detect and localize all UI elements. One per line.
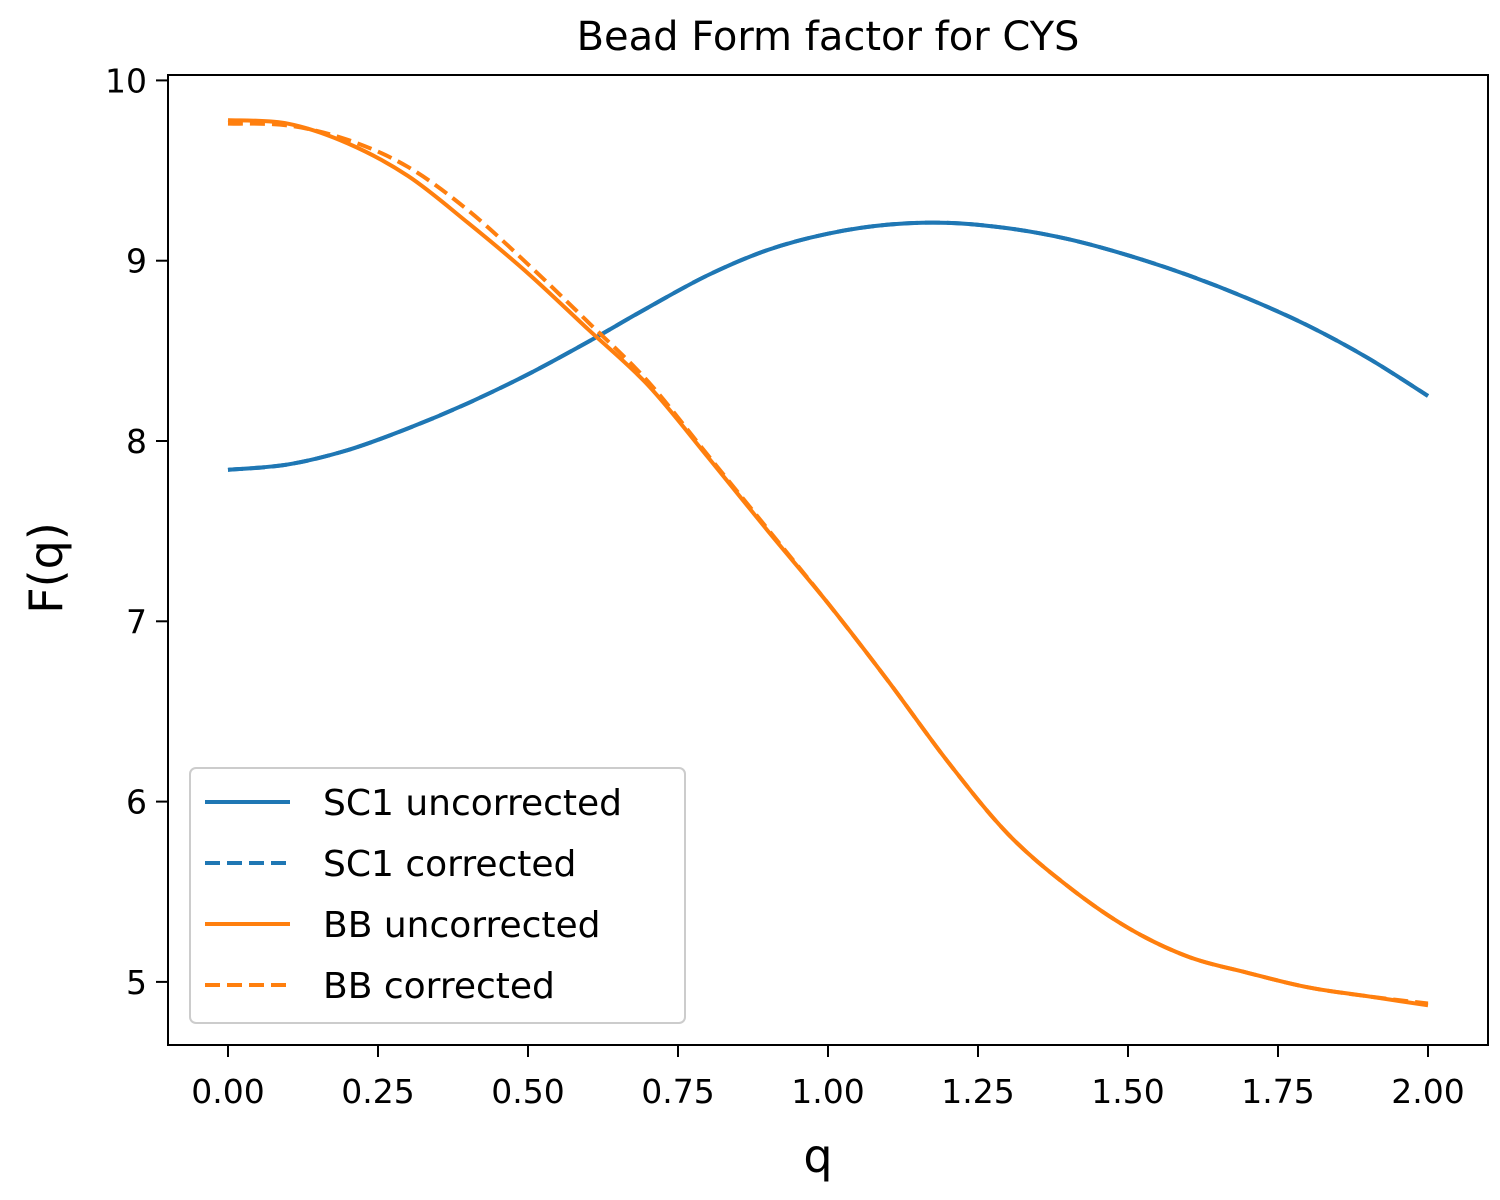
series-line-sc1-corrected [227, 220, 1430, 472]
legend-label-sc1-corrected: SC1 corrected [323, 844, 576, 885]
x-tick-label: 1.25 [941, 1072, 1014, 1111]
chart-title: Bead Form factor for CYS [577, 14, 1080, 60]
series-line-sc1-uncorrected [227, 220, 1430, 472]
x-tick-label: 1.75 [1241, 1072, 1314, 1111]
series-line-bb-corrected [227, 121, 1429, 1006]
x-tick-label: 1.00 [791, 1072, 864, 1111]
y-axis: 5 6 7 8 9 10 [105, 61, 168, 1002]
x-axis: 0.00 0.25 0.50 0.75 1.00 1.25 1.50 1.75 2.00 [191, 1045, 1465, 1111]
x-tick-label: 0.00 [191, 1072, 264, 1111]
x-axis-label: q [803, 1129, 832, 1183]
x-tick-label: 2.00 [1391, 1072, 1464, 1111]
plot-lines [227, 118, 1430, 1008]
y-tick-label: 10 [105, 61, 147, 100]
legend-box [189, 767, 686, 1024]
x-tick-label: 0.50 [491, 1072, 564, 1111]
legend-label-sc1-uncorrected: SC1 uncorrected [323, 783, 622, 824]
legend-label-bb-corrected: BB corrected [323, 966, 555, 1007]
legend: SC1 uncorrected SC1 corrected BB uncorrect… [189, 767, 686, 1024]
y-tick-label: 6 [126, 783, 147, 822]
y-tick-label: 8 [126, 422, 147, 461]
y-tick-label: 7 [126, 602, 147, 641]
y-tick-label: 5 [126, 963, 147, 1002]
x-tick-label: 0.25 [341, 1072, 414, 1111]
x-tick-label: 1.50 [1091, 1072, 1164, 1111]
legend-label-bb-uncorrected: BB uncorrected [323, 905, 601, 946]
y-tick-label: 9 [126, 242, 147, 281]
x-tick-label: 0.75 [641, 1072, 714, 1111]
y-axis-label: F(q) [19, 522, 73, 614]
